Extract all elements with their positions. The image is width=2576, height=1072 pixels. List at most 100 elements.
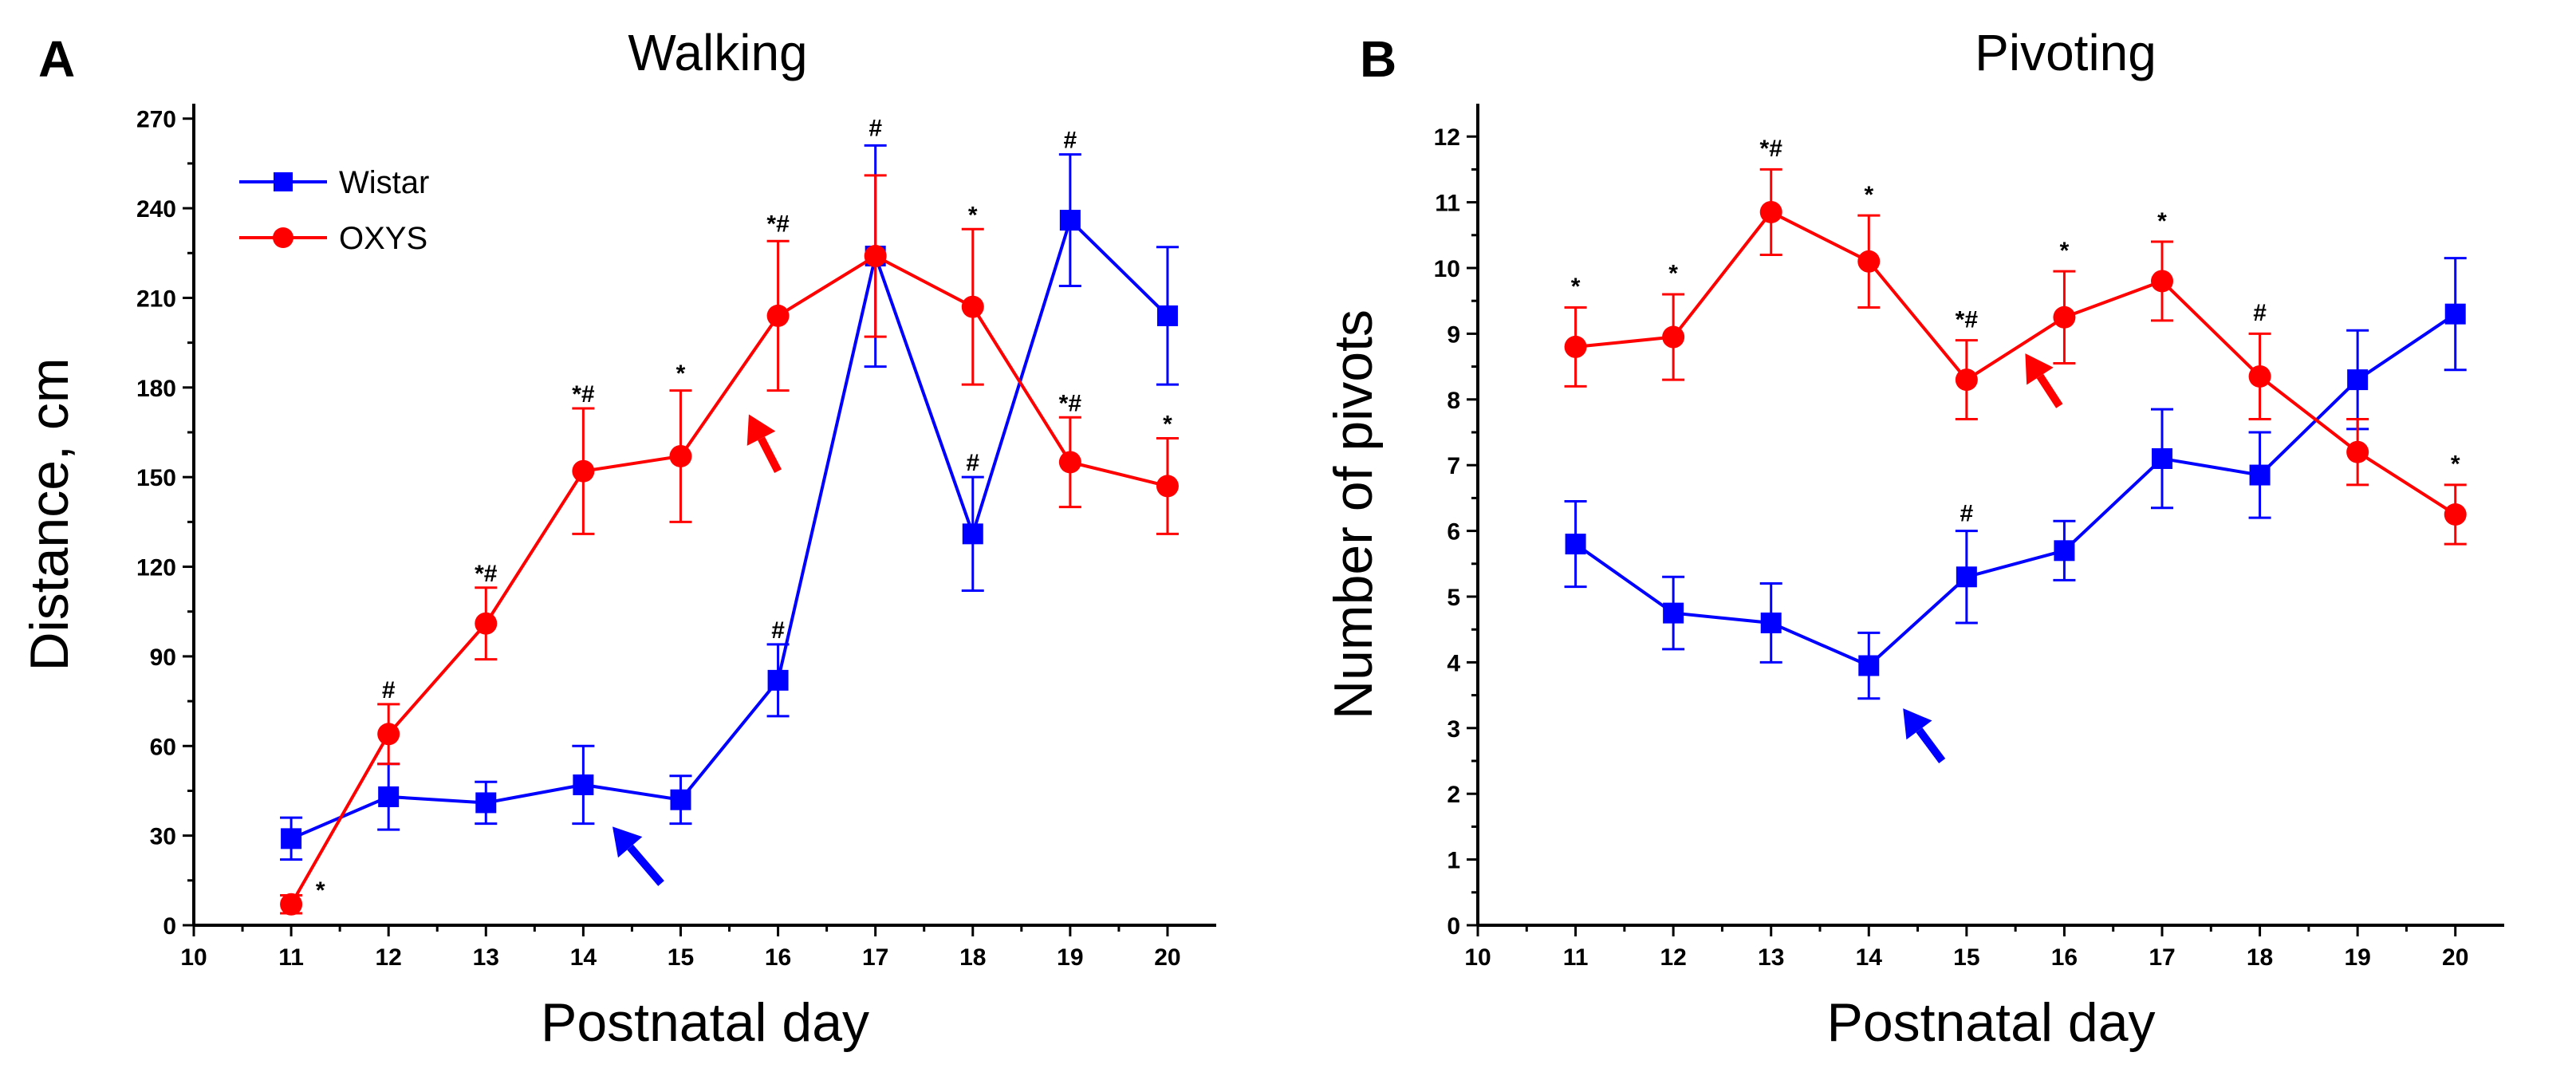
data-point-oxys (669, 444, 692, 467)
data-point-oxys (2248, 365, 2271, 388)
chart-title: Walking (628, 24, 807, 81)
significance-mark: * (2060, 238, 2070, 264)
data-point-wistar (1663, 602, 1684, 624)
data-point-wistar (1156, 305, 1178, 326)
x-tick-label: 16 (765, 944, 791, 971)
x-tick-label: 14 (570, 944, 597, 971)
y-tick-label: 120 (136, 555, 176, 581)
y-tick-label: 8 (1447, 388, 1460, 414)
significance-mark: * (316, 877, 325, 904)
data-point-oxys (1662, 325, 1685, 349)
y-tick-label: 9 (1447, 321, 1460, 348)
panel-letter: B (1360, 30, 1396, 88)
series-wistar (1564, 257, 2467, 700)
data-point-wistar (1059, 210, 1081, 231)
significance-mark: * (676, 361, 686, 387)
data-point-oxys (475, 612, 498, 635)
significance-mark: * (1668, 261, 1678, 287)
significance-mark: *# (1059, 390, 1082, 416)
x-tick-label: 17 (862, 944, 888, 971)
data-point-oxys (280, 893, 303, 916)
y-tick-label: 2 (1447, 782, 1460, 808)
legend-label-wistar: Wistar (339, 165, 429, 200)
x-axis-label: Postnatal day (1826, 992, 2155, 1053)
y-tick-label: 210 (136, 286, 176, 312)
legend-label-oxys: OXYS (339, 221, 427, 256)
x-tick-label: 13 (1758, 944, 1784, 971)
x-tick-label: 11 (1563, 944, 1589, 971)
arrow-head (2025, 353, 2054, 385)
data-point-oxys (961, 295, 984, 318)
significance-mark: *# (475, 561, 498, 587)
series-line-wistar (290, 217, 1169, 841)
significance-mark: *# (1760, 136, 1783, 162)
panel-letter: A (38, 30, 75, 88)
chart-title: Pivoting (1975, 24, 2157, 81)
data-point-wistar (573, 774, 594, 795)
arrow-head (612, 826, 643, 858)
data-point-oxys (1955, 368, 1978, 392)
x-tick-label: 14 (1856, 944, 1883, 971)
data-point-wistar (475, 792, 497, 814)
data-point-wistar (2249, 464, 2271, 486)
arrow-head (746, 414, 776, 446)
significance-mark: # (1960, 500, 1974, 526)
data-point-oxys (2151, 270, 2173, 293)
x-tick-label: 16 (2051, 944, 2078, 971)
arrow-shaft (758, 436, 782, 473)
data-point-wistar (767, 669, 789, 691)
y-tick-label: 5 (1447, 585, 1460, 611)
significance-mark: *# (1956, 306, 1979, 333)
data-point-wistar (1760, 612, 1782, 633)
x-axis-label: Postnatal day (541, 992, 869, 1053)
significance-mark: *# (766, 211, 790, 238)
y-tick-label: 7 (1447, 453, 1460, 479)
x-tick-label: 15 (668, 944, 694, 971)
series-line-wistar (1574, 313, 2456, 668)
y-tick-label: 10 (1434, 256, 1460, 282)
data-point-oxys (1058, 451, 1081, 474)
y-tick-label: 30 (150, 824, 176, 850)
x-tick-label: 19 (1057, 944, 1083, 971)
significance-mark: * (1864, 182, 1873, 208)
y-tick-label: 150 (136, 465, 176, 491)
x-tick-label: 17 (2149, 944, 2175, 971)
significance-mark: # (382, 677, 396, 704)
y-tick-label: 240 (136, 196, 176, 223)
x-tick-label: 18 (959, 944, 986, 971)
x-tick-label: 20 (1154, 944, 1180, 971)
data-point-wistar (378, 786, 400, 807)
data-point-oxys (1564, 335, 1587, 358)
y-tick-label: 11 (1435, 191, 1460, 217)
significance-mark: * (2157, 208, 2167, 235)
series-line-oxys (290, 254, 1168, 905)
data-point-wistar (2152, 447, 2172, 469)
x-tick-label: 10 (180, 944, 207, 971)
y-tick-label: 6 (1447, 519, 1460, 546)
data-point-wistar (2054, 540, 2075, 562)
significance-mark: * (1163, 411, 1172, 437)
y-tick-label: 1 (1447, 848, 1460, 874)
significance-mark: # (771, 617, 785, 644)
panel-a: A Walking 10 11 12 13 14 15 16 17 18 19 20 0 30 60 90 120… (19, 24, 1216, 1053)
data-point-oxys (1156, 475, 1179, 498)
data-point-oxys (766, 304, 790, 327)
y-tick-label: 0 (1447, 913, 1460, 940)
y-tick-label: 4 (1447, 650, 1460, 676)
data-point-wistar (1565, 534, 1586, 555)
data-point-wistar (2444, 303, 2466, 325)
y-tick-label: 3 (1447, 716, 1460, 743)
significance-mark: * (968, 202, 978, 228)
y-tick-label: 0 (163, 913, 176, 940)
x-tick-label: 10 (1464, 944, 1491, 971)
data-point-wistar (2347, 369, 2369, 391)
data-point-wistar (962, 523, 983, 545)
series-line-oxys (1575, 210, 2456, 516)
data-point-oxys (2444, 503, 2467, 526)
x-tick-label: 11 (278, 944, 304, 971)
legend-marker-wistar (274, 172, 293, 191)
x-tick-label: 20 (2442, 944, 2468, 971)
significance-mark: # (966, 450, 979, 476)
significance-mark: # (1064, 128, 1077, 154)
series-oxys (1564, 168, 2467, 546)
